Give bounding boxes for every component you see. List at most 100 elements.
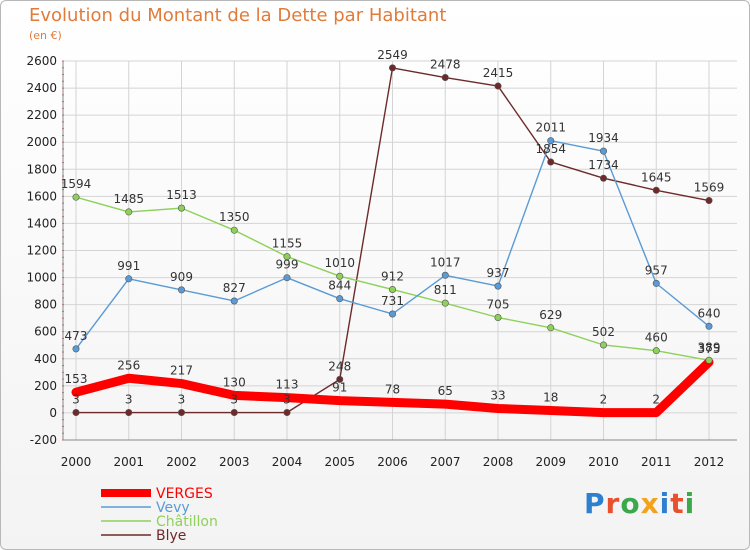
x-tick-label: 2004 — [272, 455, 303, 469]
chart-title: Evolution du Montant de la Dette par Hab… — [29, 5, 447, 26]
y-tick-label: 1200 — [26, 244, 57, 258]
data-label-blye: 3 — [230, 393, 238, 407]
data-point-vevy — [72, 345, 80, 353]
data-point-blye — [178, 409, 186, 417]
logo-letter: i — [659, 487, 671, 520]
data-point-blye — [125, 409, 133, 417]
logo-letter: t — [670, 487, 685, 520]
data-label-châtillon: 460 — [645, 331, 668, 345]
data-label-verges: 153 — [65, 372, 88, 386]
data-label-blye: 3 — [283, 393, 291, 407]
data-label-verges: 2 — [652, 393, 660, 407]
data-label-châtillon: 912 — [381, 269, 404, 283]
data-label-châtillon: 705 — [487, 298, 510, 312]
data-label-verges: 130 — [223, 375, 246, 389]
data-label-verges: 33 — [490, 388, 505, 402]
data-label-vevy: 844 — [328, 279, 351, 293]
data-point-vevy — [547, 137, 555, 145]
legend-label-verges: VERGES — [156, 486, 213, 502]
data-point-blye — [547, 158, 555, 166]
data-label-vevy: 731 — [381, 294, 404, 308]
data-point-châtillon — [388, 285, 396, 293]
data-point-châtillon — [283, 253, 291, 261]
data-label-vevy: 1934 — [588, 131, 619, 145]
data-label-verges: 217 — [170, 364, 193, 378]
y-tick-label: 2400 — [26, 81, 57, 95]
data-label-châtillon: 1513 — [166, 188, 197, 202]
data-label-verges: 375 — [698, 342, 721, 356]
logo-letter: o — [620, 487, 641, 520]
y-tick-label: 800 — [34, 298, 57, 312]
data-label-blye: 1734 — [588, 158, 619, 172]
data-point-châtillon — [441, 299, 449, 307]
x-tick-label: 2003 — [219, 455, 250, 469]
y-tick-label: 0 — [49, 406, 57, 420]
data-point-vevy — [178, 286, 186, 294]
data-label-vevy: 640 — [698, 306, 721, 320]
data-label-blye: 3 — [72, 393, 80, 407]
data-label-châtillon: 389 — [698, 340, 721, 354]
data-label-verges: 2 — [600, 393, 608, 407]
data-label-vevy: 2011 — [535, 121, 566, 135]
legend-label-châtillon: Châtillon — [156, 514, 218, 530]
logo-letter: x — [640, 487, 660, 520]
data-point-vevy — [652, 279, 660, 287]
data-label-blye: 2415 — [483, 66, 514, 80]
data-point-vevy — [283, 274, 291, 282]
data-point-vevy — [599, 147, 607, 155]
data-label-vevy: 827 — [223, 281, 246, 295]
y-tick-label: 1400 — [26, 216, 57, 230]
logo-letter: r — [605, 487, 621, 520]
data-point-blye — [705, 197, 713, 205]
y-tick-label: 600 — [34, 325, 57, 339]
data-point-blye — [72, 409, 80, 417]
y-tick-label: 1000 — [26, 271, 57, 285]
series-line-verges — [71, 357, 714, 418]
data-point-châtillon — [547, 324, 555, 332]
data-point-châtillon — [72, 193, 80, 201]
data-label-châtillon: 629 — [539, 308, 562, 322]
data-point-châtillon — [178, 204, 186, 212]
data-label-vevy: 909 — [170, 270, 193, 284]
data-point-vevy — [705, 322, 713, 330]
y-tick-label: 2000 — [26, 135, 57, 149]
y-tick-label: 2600 — [26, 54, 57, 68]
y-tick-label: -200 — [30, 433, 57, 447]
data-label-vevy: 473 — [65, 329, 88, 343]
data-point-châtillon — [230, 226, 238, 234]
data-label-vevy: 991 — [117, 259, 140, 273]
data-label-châtillon: 1155 — [272, 237, 303, 251]
logo-letter: i — [684, 487, 696, 520]
data-point-vevy — [230, 297, 238, 305]
data-point-châtillon — [125, 208, 133, 216]
y-tick-label: 1600 — [26, 189, 57, 203]
data-label-verges: 256 — [117, 358, 140, 372]
x-tick-label: 2002 — [166, 455, 197, 469]
data-label-blye: 2549 — [377, 48, 408, 62]
data-point-blye — [599, 174, 607, 182]
data-label-blye: 1854 — [535, 142, 566, 156]
data-label-verges: 18 — [543, 390, 558, 404]
data-label-blye: 1569 — [694, 181, 725, 195]
data-label-châtillon: 811 — [434, 283, 457, 297]
data-label-châtillon: 1010 — [324, 256, 355, 270]
legend-label-blye: Blye — [156, 528, 186, 544]
logo-letter: P — [584, 487, 606, 520]
data-point-vevy — [125, 275, 133, 283]
data-label-blye: 2478 — [430, 58, 461, 72]
data-point-vevy — [494, 282, 502, 290]
data-point-blye — [652, 186, 660, 194]
chart-subtitle: (en €) — [29, 29, 62, 42]
data-label-vevy: 957 — [645, 263, 668, 277]
data-label-verges: 65 — [438, 384, 453, 398]
x-tick-label: 2011 — [641, 455, 672, 469]
data-point-châtillon — [494, 314, 502, 322]
y-tick-label: 200 — [34, 379, 57, 393]
y-tick-label: 400 — [34, 352, 57, 366]
data-label-châtillon: 1485 — [113, 192, 144, 206]
data-point-châtillon — [599, 341, 607, 349]
data-label-verges: 113 — [276, 378, 299, 392]
data-label-blye: 248 — [328, 359, 351, 373]
data-label-châtillon: 1594 — [61, 177, 92, 191]
